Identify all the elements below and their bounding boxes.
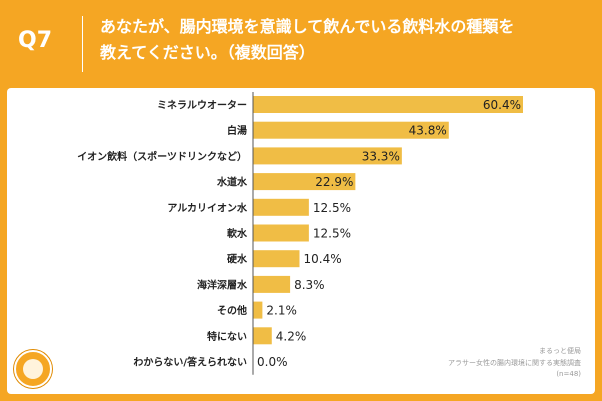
value-label: 8.3%	[294, 278, 325, 292]
value-label: 43.8%	[409, 124, 447, 138]
bar	[253, 147, 402, 165]
value-label: 10.4%	[303, 252, 341, 266]
header-divider	[82, 16, 83, 72]
source-line3: (n=48)	[556, 370, 581, 378]
bar-chart: ミネラルウオーター 60.4% 白湯 43.8% イオン飲料（スポーツドリンクなど） 33…	[77, 92, 523, 375]
category-label: わからない/答えられない	[133, 356, 247, 369]
source-line2: アラサー女性の腸内環境に関する実態調査	[448, 359, 581, 367]
category-label: その他	[217, 304, 247, 317]
category-label: 白湯	[227, 124, 247, 137]
value-label: 4.2%	[276, 329, 307, 343]
bar	[253, 224, 309, 242]
question-title-line2: 教えてください。（複数回答）	[100, 43, 315, 62]
category-label: 水道水	[216, 176, 248, 189]
category-label: 硬水	[227, 253, 248, 266]
header: Q7 あなたが、腸内環境を意識して飲んでいる飲料水の種類を 教えてください。（複…	[0, 0, 602, 88]
brand-logo	[14, 350, 52, 388]
category-label: 特にない	[207, 330, 247, 343]
bar	[253, 275, 291, 293]
category-label: 軟水	[227, 227, 248, 240]
bar	[253, 198, 309, 216]
bar	[253, 250, 300, 268]
value-label: 60.4%	[483, 98, 521, 112]
logo-face-icon	[23, 359, 43, 379]
question-title: あなたが、腸内環境を意識して飲んでいる飲料水の種類を 教えてください。（複数回答…	[100, 14, 580, 66]
value-label: 0.0%	[257, 355, 288, 369]
bar	[253, 327, 272, 345]
value-label: 22.9%	[315, 175, 353, 189]
category-label: アルカリイオン水	[167, 201, 248, 214]
category-label: イオン飲料（スポーツドリンクなど）	[77, 150, 247, 163]
question-number: Q7	[18, 28, 53, 53]
bar	[253, 301, 263, 319]
category-label: 海洋深層水	[197, 278, 248, 291]
category-label: ミネラルウオーター	[157, 100, 247, 112]
value-label: 33.3%	[362, 149, 400, 163]
value-label: 12.5%	[313, 201, 351, 215]
source-line1: まるっと便局	[539, 347, 581, 355]
bar	[253, 173, 356, 191]
value-label: 2.1%	[266, 304, 297, 318]
value-label: 12.5%	[313, 227, 351, 241]
question-title-line1: あなたが、腸内環境を意識して飲んでいる飲料水の種類を	[100, 17, 515, 36]
bar	[253, 96, 523, 113]
chart-panel: ミネラルウオーター 60.4% 白湯 43.8% イオン飲料（スポーツドリンクなど） 33…	[7, 88, 595, 394]
bar	[253, 121, 449, 139]
